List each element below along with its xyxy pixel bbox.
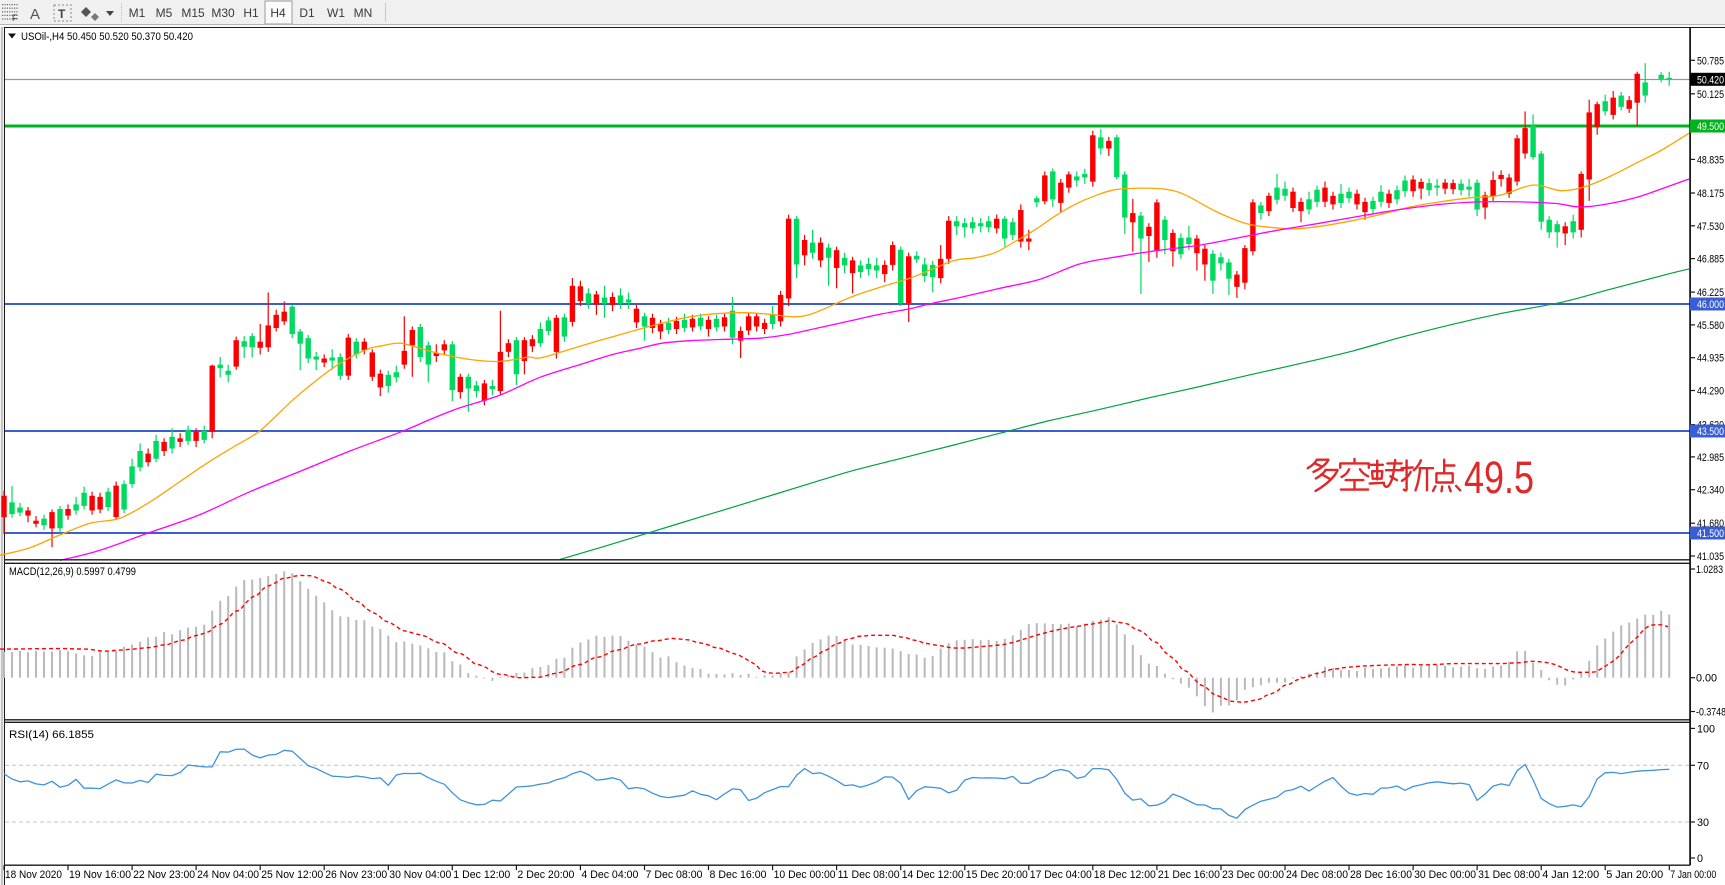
svg-text:45.580: 45.580 <box>1697 320 1724 332</box>
svg-text:100: 100 <box>1697 723 1715 735</box>
svg-text:46.000: 46.000 <box>1697 299 1724 311</box>
svg-text:50.420: 50.420 <box>1697 74 1724 86</box>
svg-text:2 Dec 20:00: 2 Dec 20:00 <box>517 869 574 881</box>
svg-text:-0.3748: -0.3748 <box>1696 707 1725 719</box>
svg-text:15 Dec 20:00: 15 Dec 20:00 <box>966 869 1028 881</box>
svg-text:50.785: 50.785 <box>1697 55 1724 67</box>
svg-text:48.835: 48.835 <box>1697 154 1724 166</box>
svg-text:21 Dec 16:00: 21 Dec 16:00 <box>1158 869 1220 881</box>
svg-text:17 Dec 04:00: 17 Dec 04:00 <box>1030 869 1092 881</box>
svg-text:18 Dec 12:00: 18 Dec 12:00 <box>1094 869 1156 881</box>
svg-text:44.290: 44.290 <box>1697 386 1724 398</box>
svg-text:46.885: 46.885 <box>1697 254 1724 266</box>
svg-text:23 Dec 00:00: 23 Dec 00:00 <box>1222 869 1284 881</box>
svg-text:19 Nov 16:00: 19 Nov 16:00 <box>69 869 131 881</box>
svg-text:4 Dec 04:00: 4 Dec 04:00 <box>581 869 638 881</box>
svg-text:49.5: 49.5 <box>1464 452 1534 503</box>
svg-text:46.225: 46.225 <box>1697 287 1724 299</box>
svg-text:7 Dec 08:00: 7 Dec 08:00 <box>646 869 703 881</box>
svg-text:18 Nov 2020: 18 Nov 2020 <box>5 869 62 881</box>
svg-text:24 Dec 08:00: 24 Dec 08:00 <box>1286 869 1348 881</box>
svg-text:42.985: 42.985 <box>1697 452 1724 464</box>
svg-text:USOil-,H4 50.450 50.520 50.37: USOil-,H4 50.450 50.520 50.370 50.420 <box>21 31 193 43</box>
svg-text:10 Dec 00:00: 10 Dec 00:00 <box>774 869 836 881</box>
svg-text:22 Nov 23:00: 22 Nov 23:00 <box>133 869 195 881</box>
svg-text:D1: D1 <box>299 6 315 20</box>
svg-text:T: T <box>58 7 66 21</box>
svg-text:44.935: 44.935 <box>1697 353 1724 365</box>
svg-text:30 Dec 00:00: 30 Dec 00:00 <box>1414 869 1476 881</box>
svg-text:M15: M15 <box>181 6 205 20</box>
svg-text:41.500: 41.500 <box>1697 528 1724 540</box>
svg-text:RSI(14) 66.1855: RSI(14) 66.1855 <box>9 729 94 741</box>
svg-text:0: 0 <box>1697 853 1703 865</box>
svg-text:MACD(12,26,9) 0.5997 0.4799: MACD(12,26,9) 0.5997 0.4799 <box>9 566 136 578</box>
svg-text:MN: MN <box>354 6 373 20</box>
svg-text:28 Dec 16:00: 28 Dec 16:00 <box>1350 869 1412 881</box>
svg-text:1 Dec 12:00: 1 Dec 12:00 <box>453 869 510 881</box>
svg-text:42.340: 42.340 <box>1697 485 1724 497</box>
svg-text:5 Jan 20:00: 5 Jan 20:00 <box>1606 869 1663 881</box>
svg-text:24 Nov 04:00: 24 Nov 04:00 <box>197 869 259 881</box>
svg-text:26 Nov 23:00: 26 Nov 23:00 <box>325 869 387 881</box>
svg-text:F: F <box>12 13 18 23</box>
svg-text:M30: M30 <box>211 6 235 20</box>
svg-text:M5: M5 <box>156 6 173 20</box>
svg-text:0.00: 0.00 <box>1696 673 1717 685</box>
svg-text:4 Jan 12:00: 4 Jan 12:00 <box>1542 869 1599 881</box>
svg-text:H4: H4 <box>270 6 286 20</box>
svg-text:7 Jan 00:00: 7 Jan 00:00 <box>1670 869 1716 881</box>
svg-text:47.530: 47.530 <box>1697 221 1724 233</box>
svg-text:1.0283: 1.0283 <box>1696 564 1723 576</box>
svg-text:25 Nov 12:00: 25 Nov 12:00 <box>261 869 323 881</box>
svg-text:30 Nov 04:00: 30 Nov 04:00 <box>389 869 451 881</box>
svg-text:41.035: 41.035 <box>1697 551 1724 563</box>
svg-text:8 Dec 16:00: 8 Dec 16:00 <box>710 869 767 881</box>
svg-text:70: 70 <box>1697 760 1709 772</box>
svg-text:A: A <box>30 6 40 23</box>
svg-text:49.500: 49.500 <box>1697 121 1724 133</box>
svg-text:50.125: 50.125 <box>1697 89 1724 101</box>
svg-text:48.175: 48.175 <box>1697 188 1724 200</box>
svg-text:W1: W1 <box>327 6 345 20</box>
svg-text:31 Dec 08:00: 31 Dec 08:00 <box>1478 869 1540 881</box>
svg-text:M1: M1 <box>129 6 146 20</box>
svg-text:30: 30 <box>1697 817 1709 829</box>
svg-text:11 Dec 08:00: 11 Dec 08:00 <box>838 869 900 881</box>
svg-text:14 Dec 12:00: 14 Dec 12:00 <box>902 869 964 881</box>
svg-text:H1: H1 <box>243 6 259 20</box>
svg-text:43.500: 43.500 <box>1697 426 1724 438</box>
